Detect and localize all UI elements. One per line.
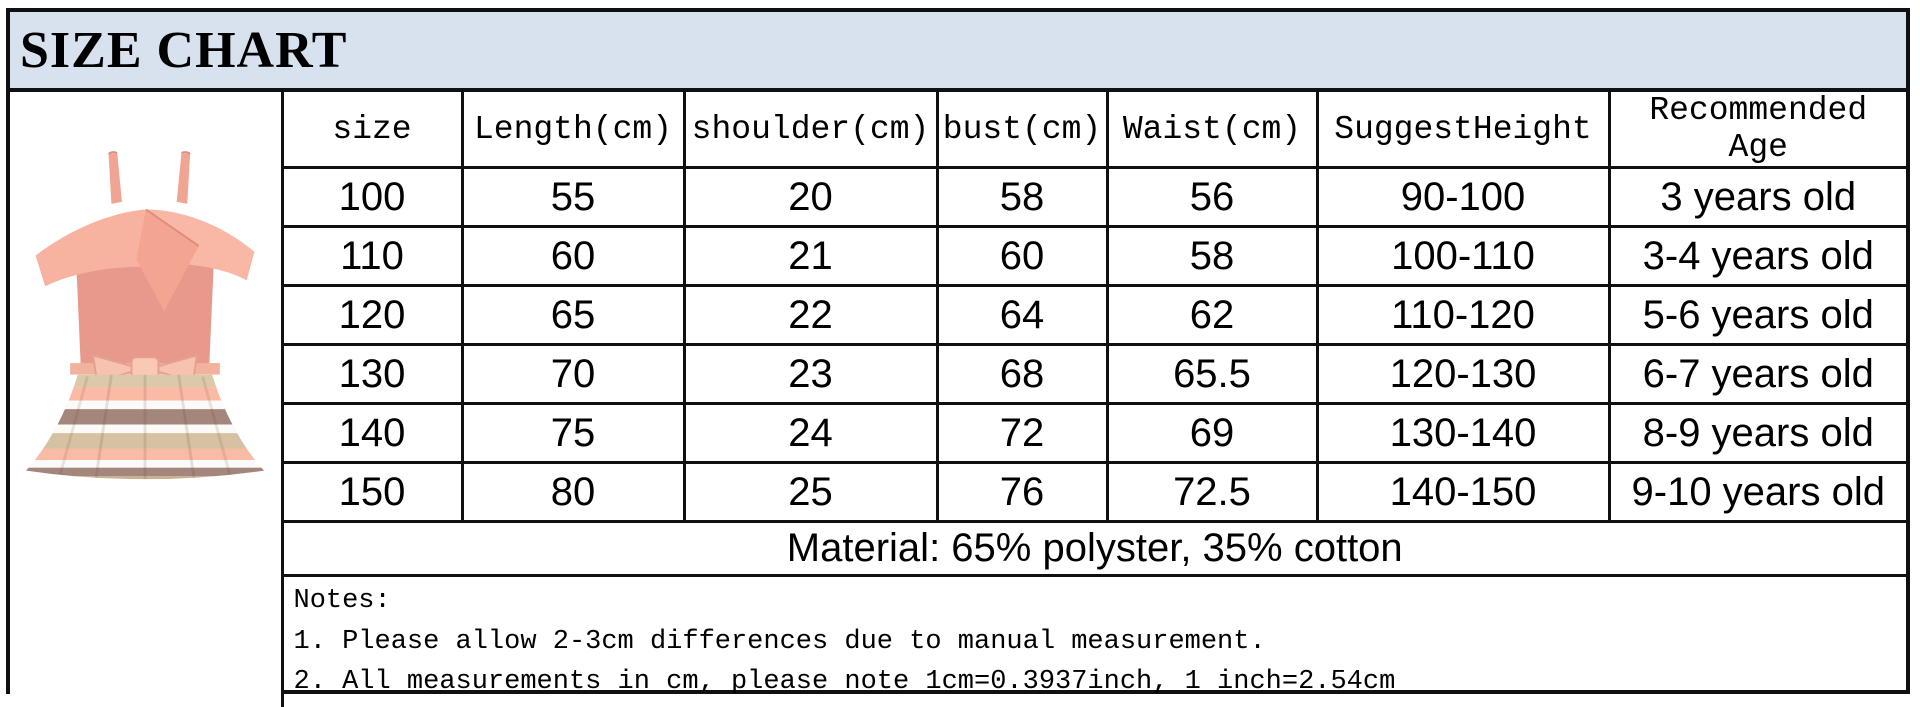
- table-cell: 5-6 years old: [1607, 284, 1906, 346]
- table-cell: 22: [682, 284, 939, 346]
- column-header-shoulder: shoulder(cm): [682, 92, 939, 169]
- table-cell: 130-140: [1315, 402, 1611, 464]
- page-title: SIZE CHART: [20, 21, 348, 79]
- column-header-size: size: [280, 92, 464, 169]
- table-cell: 21: [682, 225, 939, 287]
- table-cell: 120: [280, 284, 464, 346]
- material-note: Material: 65% polyster, 35% cotton: [280, 520, 1906, 577]
- table-cell: 65: [460, 284, 686, 346]
- table-cell: 56: [1105, 166, 1319, 228]
- table-cell: 76: [935, 461, 1109, 523]
- table-cell: 100-110: [1315, 225, 1611, 287]
- table-cell: 3-4 years old: [1607, 225, 1906, 287]
- dress-product-image: [20, 150, 270, 484]
- column-header-waist: Waist(cm): [1105, 92, 1319, 169]
- column-header-recommended-age: Recommended Age: [1607, 92, 1906, 169]
- product-image-cell: [10, 92, 284, 707]
- size-chart-panel: SIZE CHART: [6, 8, 1910, 707]
- table-row: 120 65 22 64 62 110-120 5-6 years old: [10, 284, 1906, 346]
- table-cell: 25: [682, 461, 939, 523]
- table-cell: 100: [280, 166, 464, 228]
- table-cell: 72: [935, 402, 1109, 464]
- table-header-row: size Length(cm) shoulder(cm) bust(cm) Wa…: [10, 92, 1906, 707]
- table-cell: 60: [460, 225, 686, 287]
- table-cell: 58: [1105, 225, 1319, 287]
- note-line-1: 1. Please allow 2-3cm differences due to…: [293, 626, 1266, 657]
- table-cell: 120-130: [1315, 343, 1611, 405]
- table-cell: 110: [280, 225, 464, 287]
- table-row: 150 80 25 76 72.5 140-150 9-10 years old: [10, 461, 1906, 523]
- table-cell: 80: [460, 461, 686, 523]
- table-row: 110 60 21 60 58 100-110 3-4 years old: [10, 225, 1906, 287]
- table-cell: 58: [935, 166, 1109, 228]
- material-row: Material: 65% polyster, 35% cotton: [10, 520, 1906, 577]
- table-cell: 130: [280, 343, 464, 405]
- table-cell: 24: [682, 402, 939, 464]
- table-row: 140 75 24 72 69 130-140 8-9 years old: [10, 402, 1906, 464]
- column-header-suggest-height: SuggestHeight: [1315, 92, 1611, 169]
- size-table: size Length(cm) shoulder(cm) bust(cm) Wa…: [10, 92, 1906, 707]
- column-header-length: Length(cm): [460, 92, 686, 169]
- table-cell: 75: [460, 402, 686, 464]
- note-line-2: 2. All measurements in cm, please note 1…: [293, 667, 1396, 697]
- table-cell: 150: [280, 461, 464, 523]
- notes-title: Notes:: [293, 586, 391, 616]
- table-cell: 6-7 years old: [1607, 343, 1906, 405]
- table-cell: 3 years old: [1607, 166, 1906, 228]
- table-cell: 110-120: [1315, 284, 1611, 346]
- table-cell: 70: [460, 343, 686, 405]
- table-cell: 60: [935, 225, 1109, 287]
- table-cell: 64: [935, 284, 1109, 346]
- title-band: SIZE CHART: [10, 12, 1906, 92]
- table-cell: 72.5: [1105, 461, 1319, 523]
- table-cell: 140-150: [1315, 461, 1611, 523]
- table-cell: 69: [1105, 402, 1319, 464]
- table-cell: 23: [682, 343, 939, 405]
- notes-row: Notes: 1. Please allow 2-3cm differences…: [10, 574, 1906, 707]
- table-cell: 55: [460, 166, 686, 228]
- table-cell: 90-100: [1315, 166, 1611, 228]
- table-cell: 62: [1105, 284, 1319, 346]
- notes-cell: Notes: 1. Please allow 2-3cm differences…: [280, 574, 1906, 707]
- table-cell: 65.5: [1105, 343, 1319, 405]
- table-cell: 8-9 years old: [1607, 402, 1906, 464]
- table-cell: 140: [280, 402, 464, 464]
- table-row: 100 55 20 58 56 90-100 3 years old: [10, 166, 1906, 228]
- table-cell: 9-10 years old: [1607, 461, 1906, 523]
- table-cell: 68: [935, 343, 1109, 405]
- table-cell: 20: [682, 166, 939, 228]
- column-header-bust: bust(cm): [935, 92, 1109, 169]
- table-row: 130 70 23 68 65.5 120-130 6-7 years old: [10, 343, 1906, 405]
